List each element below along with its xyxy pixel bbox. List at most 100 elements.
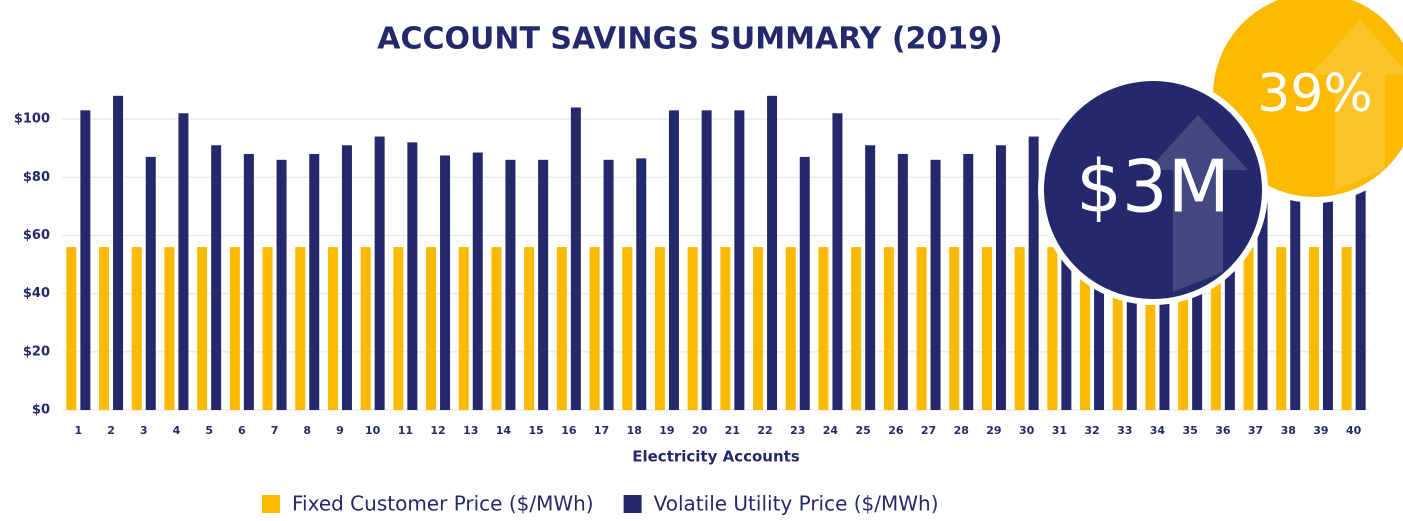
x-tick-label: 40: [1346, 424, 1362, 437]
bar: [80, 110, 90, 410]
legend-label: Volatile Utility Price ($/MWh): [654, 492, 939, 516]
bar: [426, 247, 436, 410]
badge-text: $3M: [1076, 145, 1230, 229]
x-tick-label: 24: [823, 424, 839, 437]
bar: [407, 142, 417, 410]
bar: [655, 247, 665, 410]
bar: [393, 247, 403, 410]
badge-text: 39%: [1257, 64, 1373, 124]
bar: [263, 247, 273, 410]
bar: [590, 247, 600, 410]
bar: [734, 110, 744, 410]
x-tick-label: 11: [398, 424, 413, 437]
bar: [917, 247, 927, 410]
bar: [309, 154, 319, 410]
bar: [277, 160, 287, 410]
bar: [328, 247, 338, 410]
x-tick-label: 18: [627, 424, 642, 437]
bar: [295, 247, 305, 410]
x-tick-label: 29: [986, 424, 1001, 437]
x-tick-label: 27: [921, 424, 936, 437]
y-tick-label: $20: [23, 344, 50, 359]
bar: [800, 157, 810, 410]
y-tick-label: $0: [32, 403, 50, 418]
y-tick-label: $100: [14, 112, 50, 127]
bar: [244, 154, 254, 410]
bar: [636, 158, 646, 410]
bar: [146, 157, 156, 410]
bar: [931, 160, 941, 410]
bar: [949, 247, 959, 410]
x-tick-label: 6: [238, 424, 246, 437]
x-tick-label: 33: [1117, 424, 1132, 437]
bar: [702, 110, 712, 410]
x-axis-label: Electricity Accounts: [632, 448, 800, 466]
bar: [211, 145, 221, 410]
x-tick-label: 37: [1248, 424, 1263, 437]
x-tick-label: 21: [725, 424, 740, 437]
bar: [557, 247, 567, 410]
x-tick-label: 38: [1281, 424, 1296, 437]
x-tick-label: 25: [855, 424, 870, 437]
bar: [491, 247, 501, 410]
x-tick-label: 13: [463, 424, 478, 437]
bar: [132, 247, 142, 410]
bar: [818, 247, 828, 410]
bar: [688, 247, 698, 410]
x-tick-label: 9: [336, 424, 344, 437]
x-tick-label: 3: [140, 424, 148, 437]
x-tick-label: 8: [303, 424, 311, 437]
x-tick-label: 35: [1182, 424, 1197, 437]
bar: [720, 247, 730, 410]
x-tick-label: 28: [954, 424, 969, 437]
bar: [786, 247, 796, 410]
x-tick-label: 23: [790, 424, 805, 437]
bar: [832, 113, 842, 410]
bar: [1015, 247, 1025, 410]
bar: [440, 155, 450, 410]
bar: [1342, 247, 1352, 410]
x-tick-label: 34: [1150, 424, 1166, 437]
legend-swatch: [624, 495, 642, 513]
x-tick-label: 22: [757, 424, 772, 437]
bar: [459, 247, 469, 410]
y-tick-label: $40: [23, 286, 50, 301]
x-tick-label: 39: [1313, 424, 1328, 437]
x-tick-label: 4: [173, 424, 181, 437]
bar: [898, 154, 908, 410]
bar: [178, 113, 188, 410]
bar: [1276, 247, 1286, 410]
bar: [1047, 247, 1057, 410]
bar: [753, 247, 763, 410]
bar: [1029, 137, 1039, 410]
bar: [524, 247, 534, 410]
x-tick-label: 1: [75, 424, 83, 437]
bar: [865, 145, 875, 410]
x-tick-label: 36: [1215, 424, 1231, 437]
x-tick-label: 17: [594, 424, 609, 437]
bar: [669, 110, 679, 410]
x-tick-label: 26: [888, 424, 904, 437]
chart-title: ACCOUNT SAVINGS SUMMARY (2019): [377, 22, 1003, 57]
bar: [230, 247, 240, 410]
x-tick-label: 19: [659, 424, 674, 437]
x-tick-label: 14: [496, 424, 512, 437]
bar: [996, 145, 1006, 410]
x-tick-label: 20: [692, 424, 708, 437]
y-tick-label: $60: [23, 228, 50, 243]
legend-label: Fixed Customer Price ($/MWh): [292, 492, 594, 516]
x-tick-label: 5: [205, 424, 213, 437]
bar: [1244, 247, 1254, 410]
x-tick-label: 30: [1019, 424, 1035, 437]
x-tick-label: 2: [107, 424, 115, 437]
x-tick-label: 16: [561, 424, 577, 437]
legend-swatch: [262, 495, 280, 513]
bar: [375, 137, 385, 410]
chart: ACCOUNT SAVINGS SUMMARY (2019) Electrici…: [0, 0, 1403, 521]
bar: [851, 247, 861, 410]
bar: [113, 96, 123, 410]
x-tick-label: 31: [1052, 424, 1067, 437]
bar: [571, 107, 581, 410]
bar: [622, 247, 632, 410]
bar: [342, 145, 352, 410]
